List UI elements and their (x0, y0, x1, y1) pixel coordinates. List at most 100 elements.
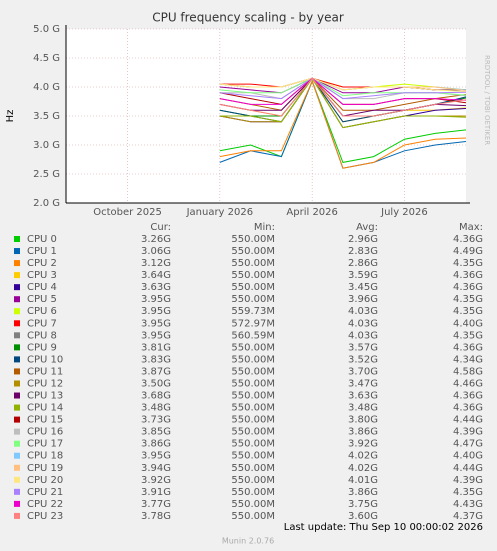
legend-swatch (14, 428, 20, 435)
legend-value: 3.45G (348, 282, 378, 293)
legend-value: 3.12G (141, 258, 171, 269)
legend-value: 550.00M (231, 427, 275, 438)
legend-swatch (14, 380, 20, 387)
legend-value: 550.00M (231, 270, 275, 281)
legend-header: Max: (459, 222, 483, 233)
legend-label: CPU 12 (27, 378, 63, 389)
legend-value: 4.40G (453, 451, 483, 462)
legend-swatch (14, 296, 20, 303)
legend-label: CPU 11 (27, 366, 63, 377)
legend-label: CPU 0 (27, 234, 57, 245)
legend-label: CPU 8 (27, 330, 57, 341)
series-line (219, 79, 467, 163)
legend-value: 3.95G (141, 330, 171, 341)
legend-label: CPU 1 (27, 246, 57, 257)
last-update: Last update: Thu Sep 10 00:00:02 2026 (284, 522, 483, 533)
legend-header: Min: (254, 222, 275, 233)
legend-value: 4.03G (348, 318, 378, 329)
legend-value: 4.36G (453, 234, 483, 245)
legend-value: 3.63G (348, 391, 378, 402)
legend-value: 4.36G (453, 282, 483, 293)
legend-value: 4.44G (453, 415, 483, 426)
series-line (219, 77, 467, 117)
legend-value: 4.40G (453, 318, 483, 329)
legend-value: 550.00M (231, 487, 275, 498)
legend-label: CPU 15 (27, 415, 63, 426)
legend-value: 4.36G (453, 342, 483, 353)
legend-label: CPU 23 (27, 511, 63, 522)
legend-value: 3.77G (141, 499, 171, 510)
legend-swatch (14, 320, 20, 327)
legend-value: 4.03G (348, 330, 378, 341)
legend-value: 3.80G (348, 415, 378, 426)
legend-value: 3.92G (348, 439, 378, 450)
legend-value: 3.60G (348, 511, 378, 522)
legend-value: 2.96G (348, 234, 378, 245)
legend-value: 4.35G (453, 330, 483, 341)
legend-value: 3.81G (141, 342, 171, 353)
legend-value: 4.58G (453, 366, 483, 377)
legend-value: 4.39G (453, 427, 483, 438)
legend-swatch (14, 452, 20, 459)
legend-value: 550.00M (231, 511, 275, 522)
legend-header: Cur: (150, 222, 171, 233)
legend-label: CPU 16 (27, 427, 63, 438)
y-tick-label: 4.5 G (33, 53, 60, 64)
legend-value: 550.00M (231, 463, 275, 474)
legend-value: 550.00M (231, 366, 275, 377)
legend-value: 4.36G (453, 270, 483, 281)
legend-value: 2.83G (348, 246, 378, 257)
legend-label: CPU 7 (27, 318, 57, 329)
legend-header: Avg: (356, 222, 378, 233)
y-tick-label: 4.0 G (33, 82, 60, 93)
x-tick-label: July 2026 (380, 207, 428, 218)
legend-value: 3.59G (348, 270, 378, 281)
legend-value: 550.00M (231, 342, 275, 353)
x-tick-label: April 2026 (286, 207, 337, 218)
legend-value: 4.34G (453, 354, 483, 365)
legend-swatch (14, 416, 20, 423)
legend-value: 550.00M (231, 451, 275, 462)
legend-value: 4.43G (453, 499, 483, 510)
legend-swatch (14, 440, 20, 447)
legend-value: 3.86G (348, 487, 378, 498)
legend-value: 3.50G (141, 378, 171, 389)
legend-swatch (14, 260, 20, 267)
legend-value: 550.00M (231, 282, 275, 293)
legend-value: 3.91G (141, 487, 171, 498)
legend-value: 3.86G (348, 427, 378, 438)
chart-title: CPU frequency scaling - by year (152, 11, 344, 25)
legend-label: CPU 14 (27, 403, 63, 414)
legend-swatch (14, 248, 20, 255)
legend-value: 3.73G (141, 415, 171, 426)
legend-label: CPU 9 (27, 342, 57, 353)
legend-value: 4.44G (453, 463, 483, 474)
legend-label: CPU 10 (27, 354, 63, 365)
legend-value: 550.00M (231, 499, 275, 510)
legend-swatch (14, 272, 20, 279)
legend-swatch (14, 284, 20, 291)
legend-value: 4.02G (348, 463, 378, 474)
legend-value: 550.00M (231, 391, 275, 402)
legend-value: 3.26G (141, 234, 171, 245)
legend-value: 3.47G (348, 378, 378, 389)
legend-value: 4.35G (453, 306, 483, 317)
legend-value: 3.06G (141, 246, 171, 257)
legend-value: 4.03G (348, 306, 378, 317)
legend-value: 3.64G (141, 270, 171, 281)
legend-value: 4.39G (453, 475, 483, 486)
legend-value: 4.47G (453, 439, 483, 450)
legend-value: 3.95G (141, 318, 171, 329)
legend-label: CPU 5 (27, 294, 57, 305)
legend-label: CPU 4 (27, 282, 57, 293)
legend-value: 3.48G (141, 403, 171, 414)
legend-swatch (14, 500, 20, 507)
series-line (219, 77, 467, 100)
legend-swatch (14, 344, 20, 351)
legend-value: 3.95G (141, 294, 171, 305)
legend-value: 3.86G (141, 439, 171, 450)
legend-value: 550.00M (231, 294, 275, 305)
legend-value: 4.37G (453, 511, 483, 522)
legend-label: CPU 22 (27, 499, 63, 510)
x-tick-label: January 2026 (186, 207, 254, 218)
